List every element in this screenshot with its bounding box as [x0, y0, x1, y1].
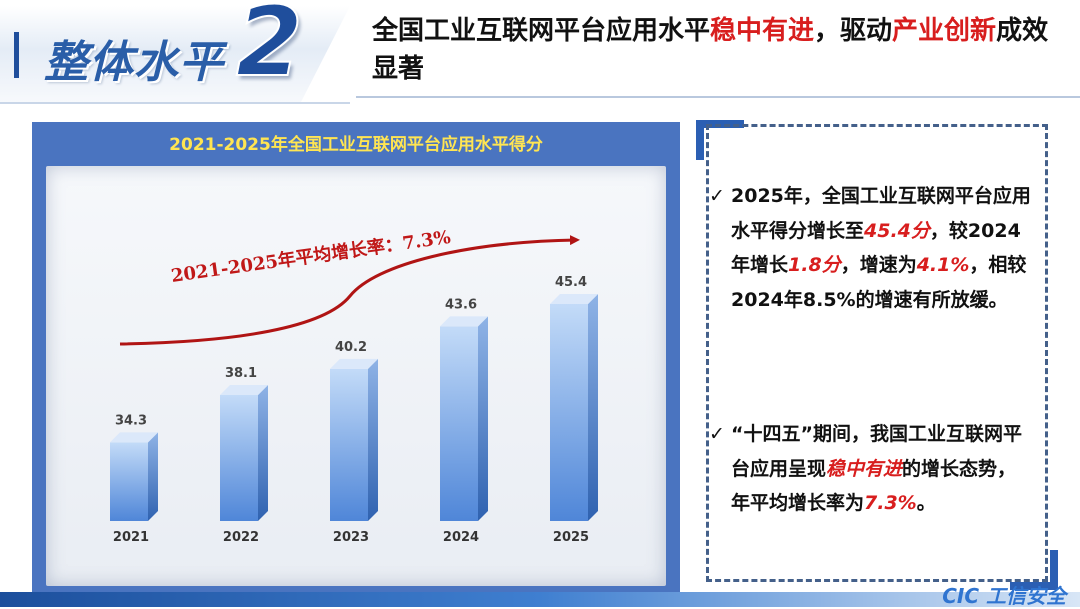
chart-panel: 2021-2025年全国工业互联网平台应用水平得分 34.3 2021 38.1 20… — [32, 122, 680, 598]
headline-highlight: 产业创新 — [892, 16, 997, 46]
bar-side — [478, 316, 488, 521]
header-divider-left — [0, 102, 350, 104]
bar-side — [368, 358, 378, 521]
headline-text: 全国工业互联网平台应用水平 — [372, 16, 711, 46]
bar-front — [550, 303, 588, 521]
x-tick-label: 2021 — [113, 530, 149, 545]
x-tick-label: 2025 — [553, 530, 589, 545]
summary-point-2: ✓ “十四五”期间，我国工业互联网平台应用呈现稳中有进的增长态势，年平均增长率为7… — [709, 417, 1031, 521]
bar-front — [330, 368, 368, 521]
panel-corner-top-v — [696, 120, 704, 160]
bar-side — [148, 432, 158, 521]
summary-text: ，较2024年增长 — [731, 219, 1021, 277]
bar-side — [588, 293, 598, 521]
growth-arrow — [119, 235, 580, 346]
bar-top — [220, 385, 268, 396]
check-icon: ✓ — [709, 423, 725, 445]
summary-text: 2025年，全国工业互联网平台应用水平得分增长至 — [731, 185, 1031, 242]
brand-logo: CIC 工信安全 — [942, 584, 1066, 608]
chart-plot-area: 34.3 2021 38.1 2022 40.2 2023 43.6 2024 45.4 2025… — [46, 166, 666, 586]
x-tick-label: 2022 — [223, 530, 259, 545]
footer-bar — [0, 592, 1080, 607]
bar-2022 — [220, 385, 268, 521]
bar-2023 — [330, 358, 378, 521]
check-icon: ✓ — [709, 185, 725, 207]
summary-text: 的增长态势，年平均增长率为 — [731, 457, 1017, 515]
bar-top — [440, 316, 488, 327]
highlight-value: 1.8分 — [788, 254, 841, 276]
bar-top — [550, 293, 598, 304]
highlight-value: 7.3% — [864, 492, 917, 514]
highlight-value: 45.4分 — [864, 219, 930, 242]
headline-text: 成效显著 — [372, 16, 1049, 84]
section-title: 整体水平 — [44, 37, 224, 88]
bar-top — [330, 358, 378, 369]
bar-top — [110, 432, 158, 443]
data-label: 40.2 — [335, 340, 367, 355]
data-label: 34.3 — [115, 413, 147, 428]
summary-text: ，相较2024年8.5%的增速有所放缓。 — [731, 254, 1027, 311]
summary-panel: ✓ 2025年，全国工业互联网平台应用水平得分增长至45.4分，较2024年增长1… — [696, 120, 1058, 590]
x-tick-label: 2024 — [443, 530, 479, 545]
bar-2021 — [110, 432, 158, 521]
summary-text: “十四五”期间，我国工业互联网平台应用呈现 — [731, 423, 1022, 480]
chart-title: 2021-2025年全国工业互联网平台应用水平得分 — [169, 135, 543, 155]
bar-2025 — [550, 293, 598, 521]
headline-highlight: 稳中有进 — [710, 16, 815, 46]
summary-point-1: ✓ 2025年，全国工业互联网平台应用水平得分增长至45.4分，较2024年增长1… — [709, 179, 1031, 317]
panel-corner-bottom-h — [1010, 582, 1058, 590]
data-label: 43.6 — [445, 297, 477, 312]
data-label: 45.4 — [555, 275, 587, 290]
section-number: 2 — [235, 0, 304, 98]
bar-front — [110, 442, 148, 521]
panel-corner-bottom-v — [1050, 550, 1058, 590]
bar-2024 — [440, 316, 488, 521]
header-accent-bar — [14, 32, 19, 78]
bar-side — [258, 385, 268, 521]
x-tick-label: 2023 — [333, 530, 369, 545]
summary-text: ，增速为 — [840, 254, 917, 276]
bar-front — [220, 395, 258, 521]
headline-text: ，驱动 — [814, 16, 893, 46]
bar-chart: 34.3 2021 38.1 2022 40.2 2023 43.6 2024 45.4 2025… — [110, 226, 598, 545]
growth-annotation: 2021-2025年平均增长率：7.3% — [170, 226, 452, 287]
data-label: 38.1 — [225, 366, 257, 381]
summary-dashed-box: ✓ 2025年，全国工业互联网平台应用水平得分增长至45.4分，较2024年增长1… — [706, 124, 1048, 582]
header-band — [0, 6, 350, 102]
summary-text: 。 — [916, 492, 936, 514]
header-divider-right — [356, 96, 1080, 98]
bar-front — [440, 326, 478, 521]
highlight-value: 稳中有进 — [826, 457, 903, 480]
highlight-value: 4.1% — [916, 254, 970, 276]
page-headline: 全国工业互联网平台应用水平稳中有进，驱动产业创新成效显著 — [372, 12, 1062, 88]
